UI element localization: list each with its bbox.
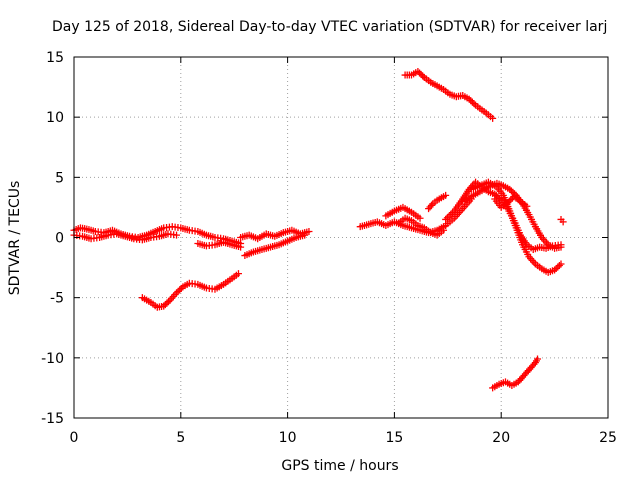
data-point-marker: [551, 266, 559, 274]
data-point-marker: [470, 100, 478, 108]
series-track-c: [194, 238, 245, 251]
y-tick-label: -15: [41, 411, 64, 427]
series-track-i: [425, 191, 450, 213]
x-tick-label: 15: [385, 430, 403, 446]
x-tick-label: 25: [599, 430, 617, 446]
series-track-e: [241, 231, 309, 260]
data-point-marker: [177, 284, 185, 292]
series-track-b: [70, 230, 181, 244]
data-point-marker: [504, 199, 512, 207]
data-point-marker: [465, 95, 473, 103]
data-point-marker: [506, 185, 514, 193]
data-point-marker: [173, 289, 181, 297]
x-tick-label: 10: [279, 430, 297, 446]
series-track-d: [237, 226, 313, 243]
data-point-marker: [505, 197, 513, 205]
data-point-marker: [161, 301, 169, 309]
data-point-marker: [415, 69, 423, 77]
y-tick-label: 10: [46, 110, 64, 126]
data-point-marker: [523, 202, 531, 210]
data-point-marker: [489, 114, 497, 122]
data-point-marker: [301, 231, 309, 239]
y-tick-label: 5: [55, 170, 64, 186]
data-point-marker: [237, 243, 245, 251]
data-point-marker: [163, 299, 171, 307]
series-track-n: [491, 193, 531, 211]
data-point-marker: [305, 227, 313, 235]
data-point-marker: [507, 196, 515, 204]
data-point-marker: [467, 97, 475, 105]
data-point-marker: [417, 70, 425, 78]
x-tick-label: 20: [492, 430, 510, 446]
y-axis-label: SDTVAR / TECUs: [7, 181, 23, 296]
x-tick-label: 0: [70, 430, 79, 446]
data-point-marker: [468, 98, 476, 106]
data-point-marker: [554, 263, 562, 271]
series-track-q: [489, 355, 542, 392]
series-track-p: [401, 67, 497, 122]
y-tick-label: 0: [55, 231, 64, 247]
data-point-marker: [559, 218, 567, 226]
data-point-marker: [173, 231, 181, 239]
data-point-marker: [557, 260, 565, 268]
data-point-marker: [176, 286, 184, 294]
data-points: [70, 67, 567, 392]
data-point-marker: [427, 201, 435, 209]
data-point-marker: [555, 261, 563, 269]
data-point-marker: [160, 302, 168, 310]
chart-title: Day 125 of 2018, Sidereal Day-to-day VTE…: [52, 19, 607, 35]
data-point-marker: [507, 187, 515, 195]
data-point-marker: [165, 298, 173, 306]
x-axis-label: GPS time / hours: [281, 458, 398, 474]
data-point-marker: [174, 287, 182, 295]
data-point-marker: [440, 226, 448, 234]
x-tick-label: 5: [176, 430, 185, 446]
data-point-marker: [414, 67, 422, 75]
series-track-f: [138, 270, 242, 311]
axis-ticks: 0 5 10 15 20 25 -15 -10 -5 0 5 10 15: [41, 50, 617, 446]
y-tick-label: -10: [41, 351, 64, 367]
y-tick-label: -5: [50, 291, 64, 307]
data-point-marker: [534, 355, 542, 363]
data-point-marker: [234, 270, 242, 278]
data-point-marker: [416, 214, 424, 222]
data-point-marker: [557, 243, 565, 251]
series-track-o: [557, 215, 567, 226]
data-point-marker: [419, 72, 427, 80]
y-tick-label: 15: [46, 50, 64, 66]
data-point-marker: [442, 191, 450, 199]
series-track-j: [395, 214, 448, 239]
data-point-marker: [552, 264, 560, 272]
series-track-h: [382, 203, 424, 222]
